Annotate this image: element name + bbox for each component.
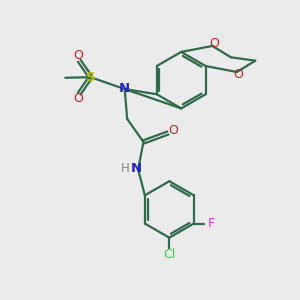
Text: S: S: [86, 71, 95, 84]
Text: O: O: [209, 38, 219, 50]
Text: N: N: [131, 162, 142, 175]
Text: O: O: [168, 124, 178, 136]
Text: H: H: [121, 162, 130, 175]
Text: O: O: [74, 92, 84, 105]
Text: O: O: [233, 68, 243, 81]
Text: O: O: [74, 49, 84, 62]
Text: N: N: [118, 82, 130, 95]
Text: Cl: Cl: [163, 248, 176, 260]
Text: F: F: [207, 217, 214, 230]
